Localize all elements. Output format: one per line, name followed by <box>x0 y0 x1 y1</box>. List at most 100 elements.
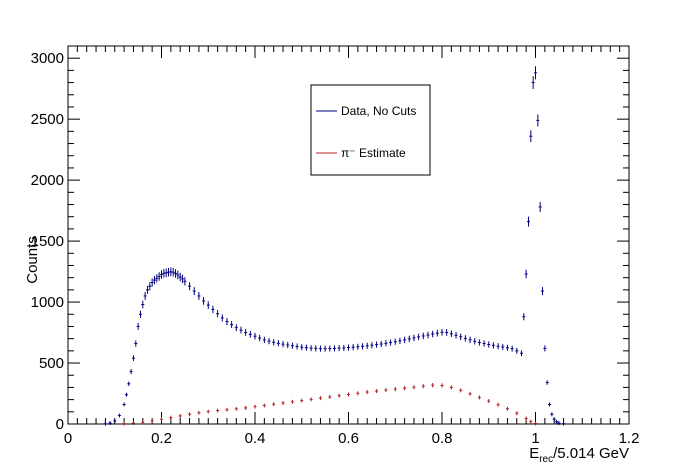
y-tick-label: 500 <box>39 355 64 372</box>
x-tick-label: 0.8 <box>432 430 453 447</box>
data-point <box>150 418 154 423</box>
data-point <box>356 343 360 350</box>
data-point <box>440 383 444 388</box>
data-point <box>421 384 425 389</box>
data-point <box>393 387 397 392</box>
data-point <box>248 331 252 338</box>
data-point <box>431 330 435 338</box>
data-point <box>389 339 393 346</box>
data-point <box>188 412 192 417</box>
data-point <box>412 334 416 342</box>
data-point <box>491 342 495 349</box>
data-point <box>129 369 133 375</box>
data-point <box>216 309 220 318</box>
data-point <box>398 337 402 345</box>
data-point <box>178 272 182 282</box>
data-point <box>136 323 140 330</box>
data-point <box>496 343 500 350</box>
data-point <box>160 417 163 422</box>
series-pi-estimate <box>122 383 537 426</box>
data-point <box>103 421 107 426</box>
data-point <box>202 296 206 305</box>
data-point <box>225 318 229 326</box>
x-tick-label: 1.2 <box>619 430 640 447</box>
data-point <box>482 340 486 347</box>
data-point <box>463 335 467 342</box>
data-point <box>295 343 299 350</box>
data-point <box>258 334 262 342</box>
data-point <box>318 345 322 352</box>
data-point <box>407 335 411 343</box>
y-tick-label: 1000 <box>31 294 64 311</box>
data-point <box>356 391 360 396</box>
data-point <box>171 267 175 277</box>
data-point <box>267 337 271 345</box>
y-axis-title: Counts <box>24 236 41 284</box>
data-point <box>505 344 509 351</box>
data-point <box>244 405 248 410</box>
data-point <box>545 380 549 385</box>
data-point <box>300 398 304 403</box>
data-point <box>131 355 135 361</box>
data-point <box>309 397 313 402</box>
y-tick-label: 1500 <box>31 233 64 250</box>
data-point <box>262 336 266 344</box>
data-point <box>164 268 168 278</box>
data-point <box>557 421 561 426</box>
data-point <box>117 413 121 418</box>
data-point <box>262 403 266 408</box>
data-point <box>445 329 449 336</box>
data-point <box>375 389 379 394</box>
data-point <box>562 421 566 426</box>
data-point <box>375 341 379 348</box>
data-point <box>206 409 210 414</box>
data-point <box>431 383 435 388</box>
data-point <box>473 338 477 345</box>
data-point <box>169 415 173 420</box>
data-point <box>541 287 545 296</box>
data-point <box>342 344 346 351</box>
data-point <box>531 76 535 90</box>
data-point <box>211 305 215 314</box>
legend-label-data: Data, No Cuts <box>341 104 416 118</box>
data-point <box>522 313 526 321</box>
data-point <box>370 342 374 349</box>
data-point <box>143 292 147 300</box>
data-point <box>337 345 341 352</box>
x-tick-label: 0 <box>64 430 72 447</box>
data-point <box>225 407 229 412</box>
data-point <box>216 408 220 413</box>
data-point <box>534 421 537 426</box>
legend-label-estimate: π⁻ Estimate <box>341 146 406 160</box>
data-point <box>529 419 533 424</box>
data-point <box>477 339 481 346</box>
data-point <box>178 413 182 418</box>
data-point <box>347 392 350 397</box>
data-point <box>351 344 355 351</box>
x-tick-label: 0.2 <box>151 430 172 447</box>
data-point <box>188 282 192 291</box>
data-point <box>548 402 552 407</box>
data-point <box>192 287 196 296</box>
data-point <box>515 411 519 416</box>
data-point <box>309 345 313 352</box>
data-point <box>515 347 519 354</box>
data-point <box>141 420 145 425</box>
data-point <box>253 404 257 409</box>
data-point <box>150 278 154 287</box>
data-point <box>538 201 542 213</box>
data-point <box>281 341 285 348</box>
data-point <box>426 331 430 339</box>
x-tick-label: 0.6 <box>338 430 359 447</box>
data-point <box>487 341 491 348</box>
data-point <box>281 401 285 406</box>
data-point <box>318 396 322 401</box>
data-point <box>122 402 126 407</box>
data-point <box>337 393 341 398</box>
data-point <box>550 412 554 417</box>
data-point <box>328 345 332 352</box>
data-point <box>234 324 238 332</box>
data-point <box>108 421 112 426</box>
data-point <box>477 395 481 400</box>
